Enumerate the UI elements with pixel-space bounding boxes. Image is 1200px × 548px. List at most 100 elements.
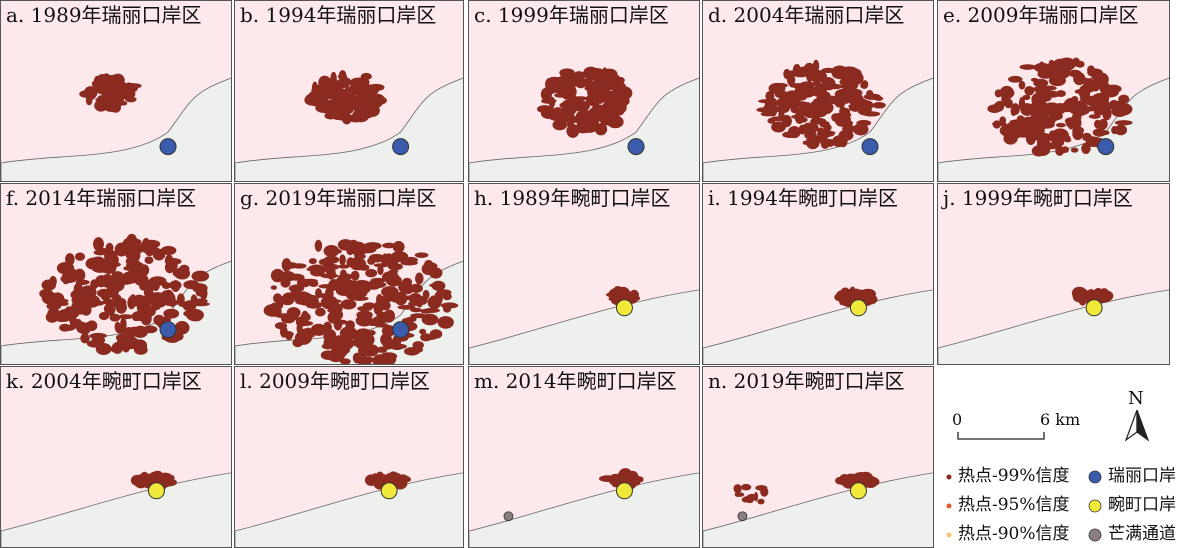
hotspot-patch	[311, 90, 319, 99]
map-panel: f. 2014年瑞丽口岸区	[0, 183, 232, 365]
map-panel: g. 2019年瑞丽口岸区	[234, 183, 464, 365]
scale-line	[957, 432, 1045, 440]
hotspot-patch	[420, 333, 432, 342]
hotspot-patch	[1024, 86, 1035, 96]
hotspot-patch	[137, 305, 152, 311]
hotspot-patch	[578, 81, 595, 87]
border-zone	[235, 77, 463, 181]
hotspot-patch	[437, 316, 454, 329]
hotspot-patch	[1022, 94, 1031, 101]
hotspot-patch	[1037, 69, 1054, 79]
hotspot-patch	[389, 254, 400, 265]
hotspot-patch	[392, 335, 402, 349]
hotspot-patch	[69, 316, 78, 325]
hotspot-patch	[860, 82, 868, 89]
hotspot-patch	[612, 101, 623, 110]
hotspot-cluster	[304, 70, 387, 125]
hotspot-patch	[389, 279, 398, 286]
map-canvas	[703, 59, 933, 181]
hotspot-patch	[1033, 78, 1049, 88]
hotspot-patch	[53, 313, 70, 323]
hotspot-patch	[375, 358, 389, 364]
hotspot-patch	[1097, 124, 1107, 130]
legend-hotspot-symbol	[946, 474, 952, 479]
hotspot-patch	[559, 116, 572, 123]
hotspot-patch	[823, 124, 832, 132]
hotspot-patch	[842, 476, 859, 484]
hotspot-patch	[352, 352, 362, 364]
hotspot-patch	[866, 90, 874, 98]
hotspot-patch	[397, 304, 416, 310]
hotspot-patch	[133, 344, 148, 355]
hotspot-patch	[365, 101, 373, 113]
hotspot-patch	[335, 104, 352, 115]
hotspot-patch	[302, 333, 315, 338]
hotspot-patch	[421, 313, 439, 326]
hotspot-patch	[872, 102, 886, 109]
hotspot-patch	[1115, 100, 1125, 109]
hotspot-patch	[324, 287, 334, 300]
hotspot-patch	[1025, 132, 1036, 146]
hotspot-patch	[107, 74, 122, 83]
hotspot-patch	[1011, 103, 1020, 115]
hotspot-patch	[162, 299, 179, 307]
hotspot-patch	[831, 65, 849, 80]
hotspot-patch	[435, 269, 443, 275]
hotspot-patch	[316, 101, 333, 108]
hotspot-patch	[351, 82, 366, 88]
hotspot-patch	[355, 314, 374, 327]
hotspot-patch	[50, 298, 69, 304]
legend-item: 畹町口岸	[1088, 495, 1176, 515]
hotspot-patch	[93, 237, 104, 252]
hotspot-patch	[614, 115, 622, 128]
hotspot-patch	[851, 102, 860, 112]
hotspot-patch	[96, 102, 104, 108]
hotspot-patch	[843, 290, 854, 298]
legend-label: 热点-99%信度	[958, 466, 1070, 486]
scale-bar: 0 6 km	[952, 410, 1080, 460]
border-zone	[469, 472, 699, 547]
map-panel: l. 2009年畹町口岸区	[234, 366, 464, 548]
hotspot-patch	[386, 472, 401, 479]
hotspot-cluster	[756, 59, 886, 150]
hotspot-patch	[340, 334, 350, 346]
hotspot-patch	[339, 358, 351, 364]
hotspot-patch	[442, 292, 452, 301]
hotspot-patch	[842, 107, 851, 118]
hotspot-patch	[1088, 137, 1103, 142]
hotspot-patch	[1011, 120, 1029, 132]
hotspot-patch	[65, 253, 75, 266]
hotspot-patch	[1095, 290, 1106, 297]
hotspot-patch	[1045, 90, 1060, 98]
map-canvas	[938, 57, 1169, 181]
legend-port-symbol	[1088, 499, 1102, 512]
map-panel: a. 1989年瑞丽口岸区	[0, 0, 232, 182]
hotspot-patch	[1051, 62, 1060, 75]
map-panel: n. 2019年畹町口岸区	[702, 366, 934, 548]
hotspot-patch	[566, 74, 574, 83]
map-canvas	[235, 239, 463, 364]
panel-title: c. 1999年瑞丽口岸区	[474, 3, 669, 27]
hotspot-patch	[627, 470, 639, 483]
hotspot-patch	[162, 290, 169, 299]
hotspot-patch	[1084, 106, 1099, 112]
hotspot-patch	[767, 117, 776, 124]
hotspot-patch	[427, 295, 442, 310]
legend-cell: 0 6 km N 热点-99%信度 热点-95%信度 热点-90%信度 瑞丽口岸 畹町口…	[938, 366, 1200, 548]
hotspot-patch	[115, 333, 130, 342]
hotspot-cluster	[834, 286, 878, 307]
legend-port-symbol	[1088, 528, 1102, 541]
hotspot-patch	[131, 313, 141, 322]
map-panel: d. 2004年瑞丽口岸区	[702, 0, 934, 182]
hotspot-patch	[286, 307, 301, 319]
hotspot-patch	[359, 244, 377, 254]
hotspot-patch	[100, 293, 111, 301]
hotspot-patch	[362, 344, 380, 357]
hotspot-patch	[1036, 139, 1052, 152]
hotspot-patch	[98, 311, 110, 321]
hotspot-patch	[365, 268, 378, 278]
hotspot-patch	[355, 287, 368, 298]
hotspot-patch	[308, 258, 317, 265]
hotspot-patch	[163, 308, 180, 319]
hotspot-patch	[80, 333, 90, 344]
